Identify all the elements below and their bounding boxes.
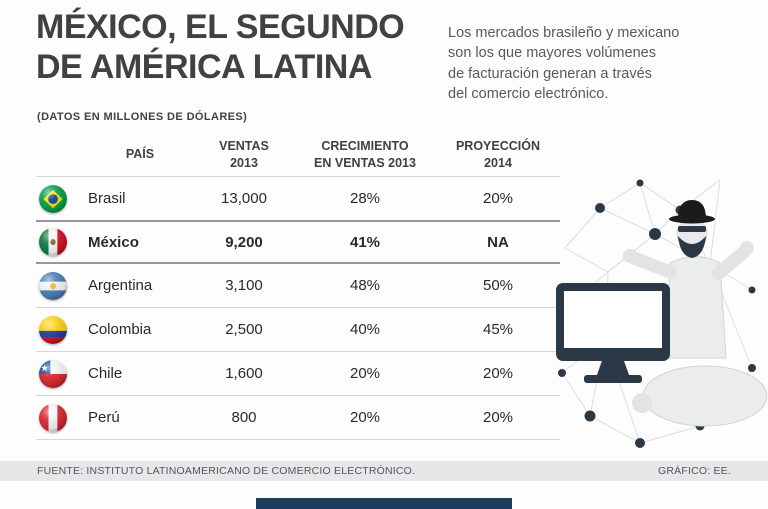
person-hat-crown xyxy=(678,200,706,219)
flag-colombia-icon xyxy=(39,315,67,344)
monitor-icon xyxy=(556,283,670,383)
ventas-2013-value: 800 xyxy=(231,409,257,426)
flag-mexico-icon xyxy=(39,228,67,256)
proyeccion-2014-value: 20% xyxy=(482,190,514,207)
crecimiento-2013-value: 40% xyxy=(349,321,381,338)
column-header-pais: PAÍS xyxy=(125,147,155,162)
flag-chile-icon xyxy=(39,359,67,388)
person-right-hand xyxy=(740,241,754,255)
person-left-arm xyxy=(627,251,677,279)
table-row-chile: Chile 1,600 20% 20% xyxy=(36,352,560,396)
person-right-arm xyxy=(711,245,751,281)
country-name: Colombia xyxy=(88,321,152,338)
country-name: Chile xyxy=(88,365,123,382)
crecimiento-2013-value: 48% xyxy=(349,277,381,294)
table-row-peru: Perú 800 20% 20% xyxy=(36,396,560,440)
proyeccion-2014-value: 20% xyxy=(482,409,514,426)
flag-peru-icon xyxy=(39,403,67,432)
column-header-crecimiento-2013: CRECIMIENTO EN VENTAS 2013 xyxy=(314,139,416,170)
proyeccion-2014-value: 50% xyxy=(482,277,514,294)
intro-paragraph: Los mercados brasileño y mexicano son lo… xyxy=(448,25,680,102)
page-subtitle: (DATOS EN MILLONES DE DÓLARES) xyxy=(37,111,248,123)
page-title: MÉXICO, EL SEGUNDO DE AMÉRICA LATINA xyxy=(36,8,405,86)
person-beard xyxy=(678,236,706,258)
person-torso xyxy=(665,256,727,359)
person-legs xyxy=(642,365,768,427)
ventas-2013-value: 9,200 xyxy=(225,233,263,251)
crecimiento-2013-value: 20% xyxy=(349,365,381,382)
crecimiento-2013-value: 41% xyxy=(349,233,381,251)
column-header-proyeccion-2014: PROYECCIÓN 2014 xyxy=(455,139,541,170)
flag-brasil-icon xyxy=(39,184,67,213)
illustration xyxy=(556,179,768,448)
country-name: México xyxy=(88,233,139,251)
table-row-argentina: Argentina 3,100 48% 50% xyxy=(36,264,560,308)
proyeccion-2014-value: 45% xyxy=(482,321,514,338)
ventas-2013-value: 2,500 xyxy=(225,321,263,338)
data-table: PAÍS VENTAS 2013 CRECIMIENTO EN VENTAS 2… xyxy=(36,133,560,440)
illustration-person xyxy=(623,200,768,427)
table-row-brasil: Brasil 13,000 28% 20% xyxy=(36,177,560,221)
ventas-2013-value: 3,100 xyxy=(225,277,263,294)
footer-source: FUENTE: INSTITUTO LATINOAMERICANO DE COM… xyxy=(37,465,416,477)
country-name: Brasil xyxy=(88,190,126,207)
person-foot xyxy=(632,393,652,413)
footer-credit: GRÁFICO: EE. xyxy=(658,465,731,477)
country-name: Perú xyxy=(88,409,120,426)
table-row-mexico: México 9,200 41% NA xyxy=(36,220,560,264)
bottom-accent-bar xyxy=(256,498,512,509)
table-header-row: PAÍS VENTAS 2013 CRECIMIENTO EN VENTAS 2… xyxy=(36,133,560,177)
proyeccion-2014-value: 20% xyxy=(482,365,514,382)
person-glasses xyxy=(678,226,706,232)
table-row-colombia: Colombia 2,500 40% 45% xyxy=(36,308,560,352)
proyeccion-2014-value: NA xyxy=(487,233,509,251)
person-left-hand xyxy=(623,249,637,263)
flag-argentina-icon xyxy=(39,271,67,300)
footer-bar: FUENTE: INSTITUTO LATINOAMERICANO DE COM… xyxy=(0,461,768,481)
column-header-ventas-2013: VENTAS 2013 xyxy=(219,139,269,170)
country-name: Argentina xyxy=(88,277,153,294)
crecimiento-2013-value: 28% xyxy=(349,190,381,207)
crecimiento-2013-value: 20% xyxy=(349,409,381,426)
person-hat-brim xyxy=(669,214,715,224)
ventas-2013-value: 1,600 xyxy=(225,365,263,382)
ventas-2013-value: 13,000 xyxy=(221,190,267,207)
